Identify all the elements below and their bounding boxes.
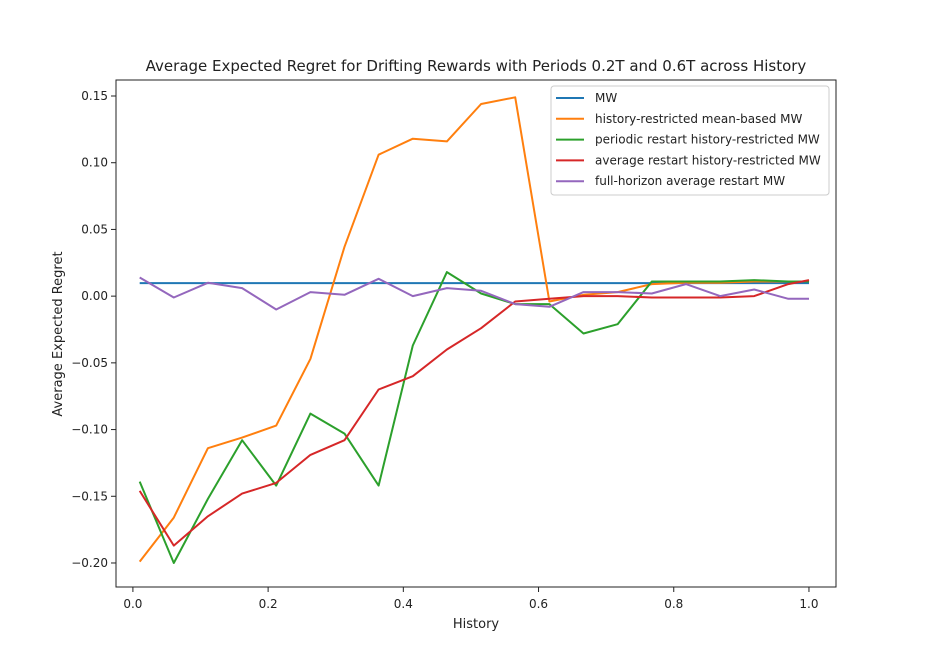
legend-label: full-horizon average restart MW [595,174,785,188]
x-tick-label: 0.8 [664,597,683,611]
legend: MW history-restricted mean-based MW period… [550,85,830,196]
series-2 [138,271,810,564]
y-tick-label: 0.15 [81,89,108,103]
x-tick-label: 0.2 [259,597,278,611]
plot-area [115,79,837,588]
series-3 [138,279,810,547]
x-axis-label: History [453,617,500,632]
series-1 [138,96,810,563]
x-tick-label: 1.0 [799,597,818,611]
y-axis-label: Average Expected Regret [51,251,66,416]
legend-label: average restart history-restricted MW [595,153,821,167]
y-tick-label: 0.05 [81,222,108,236]
x-tick-label: 0.4 [394,597,413,611]
legend-box [550,85,830,196]
y-tick-label: −0.10 [71,423,108,437]
series-4 [139,276,810,311]
legend-label: history-restricted mean-based MW [595,112,803,126]
legend-label: MW [595,91,617,105]
y-tick-label: −0.20 [71,556,108,570]
x-axis: 0.0 0.2 0.4 0.6 0.8 1.0 [123,587,819,611]
y-tick-label: −0.15 [71,489,108,503]
x-tick-label: 0.6 [529,597,548,611]
series-lines [138,96,810,564]
x-tick-label: 0.0 [123,597,142,611]
y-tick-label: 0.00 [81,289,108,303]
y-axis: −0.20 −0.15 −0.10 −0.05 0.00 0.05 0.10 0.15 [71,89,116,570]
legend-label: periodic restart history-restricted MW [595,133,820,147]
y-tick-label: −0.05 [71,356,108,370]
y-tick-label: 0.10 [81,156,108,170]
chart-title: Average Expected Regret for Drifting Rew… [146,57,807,75]
